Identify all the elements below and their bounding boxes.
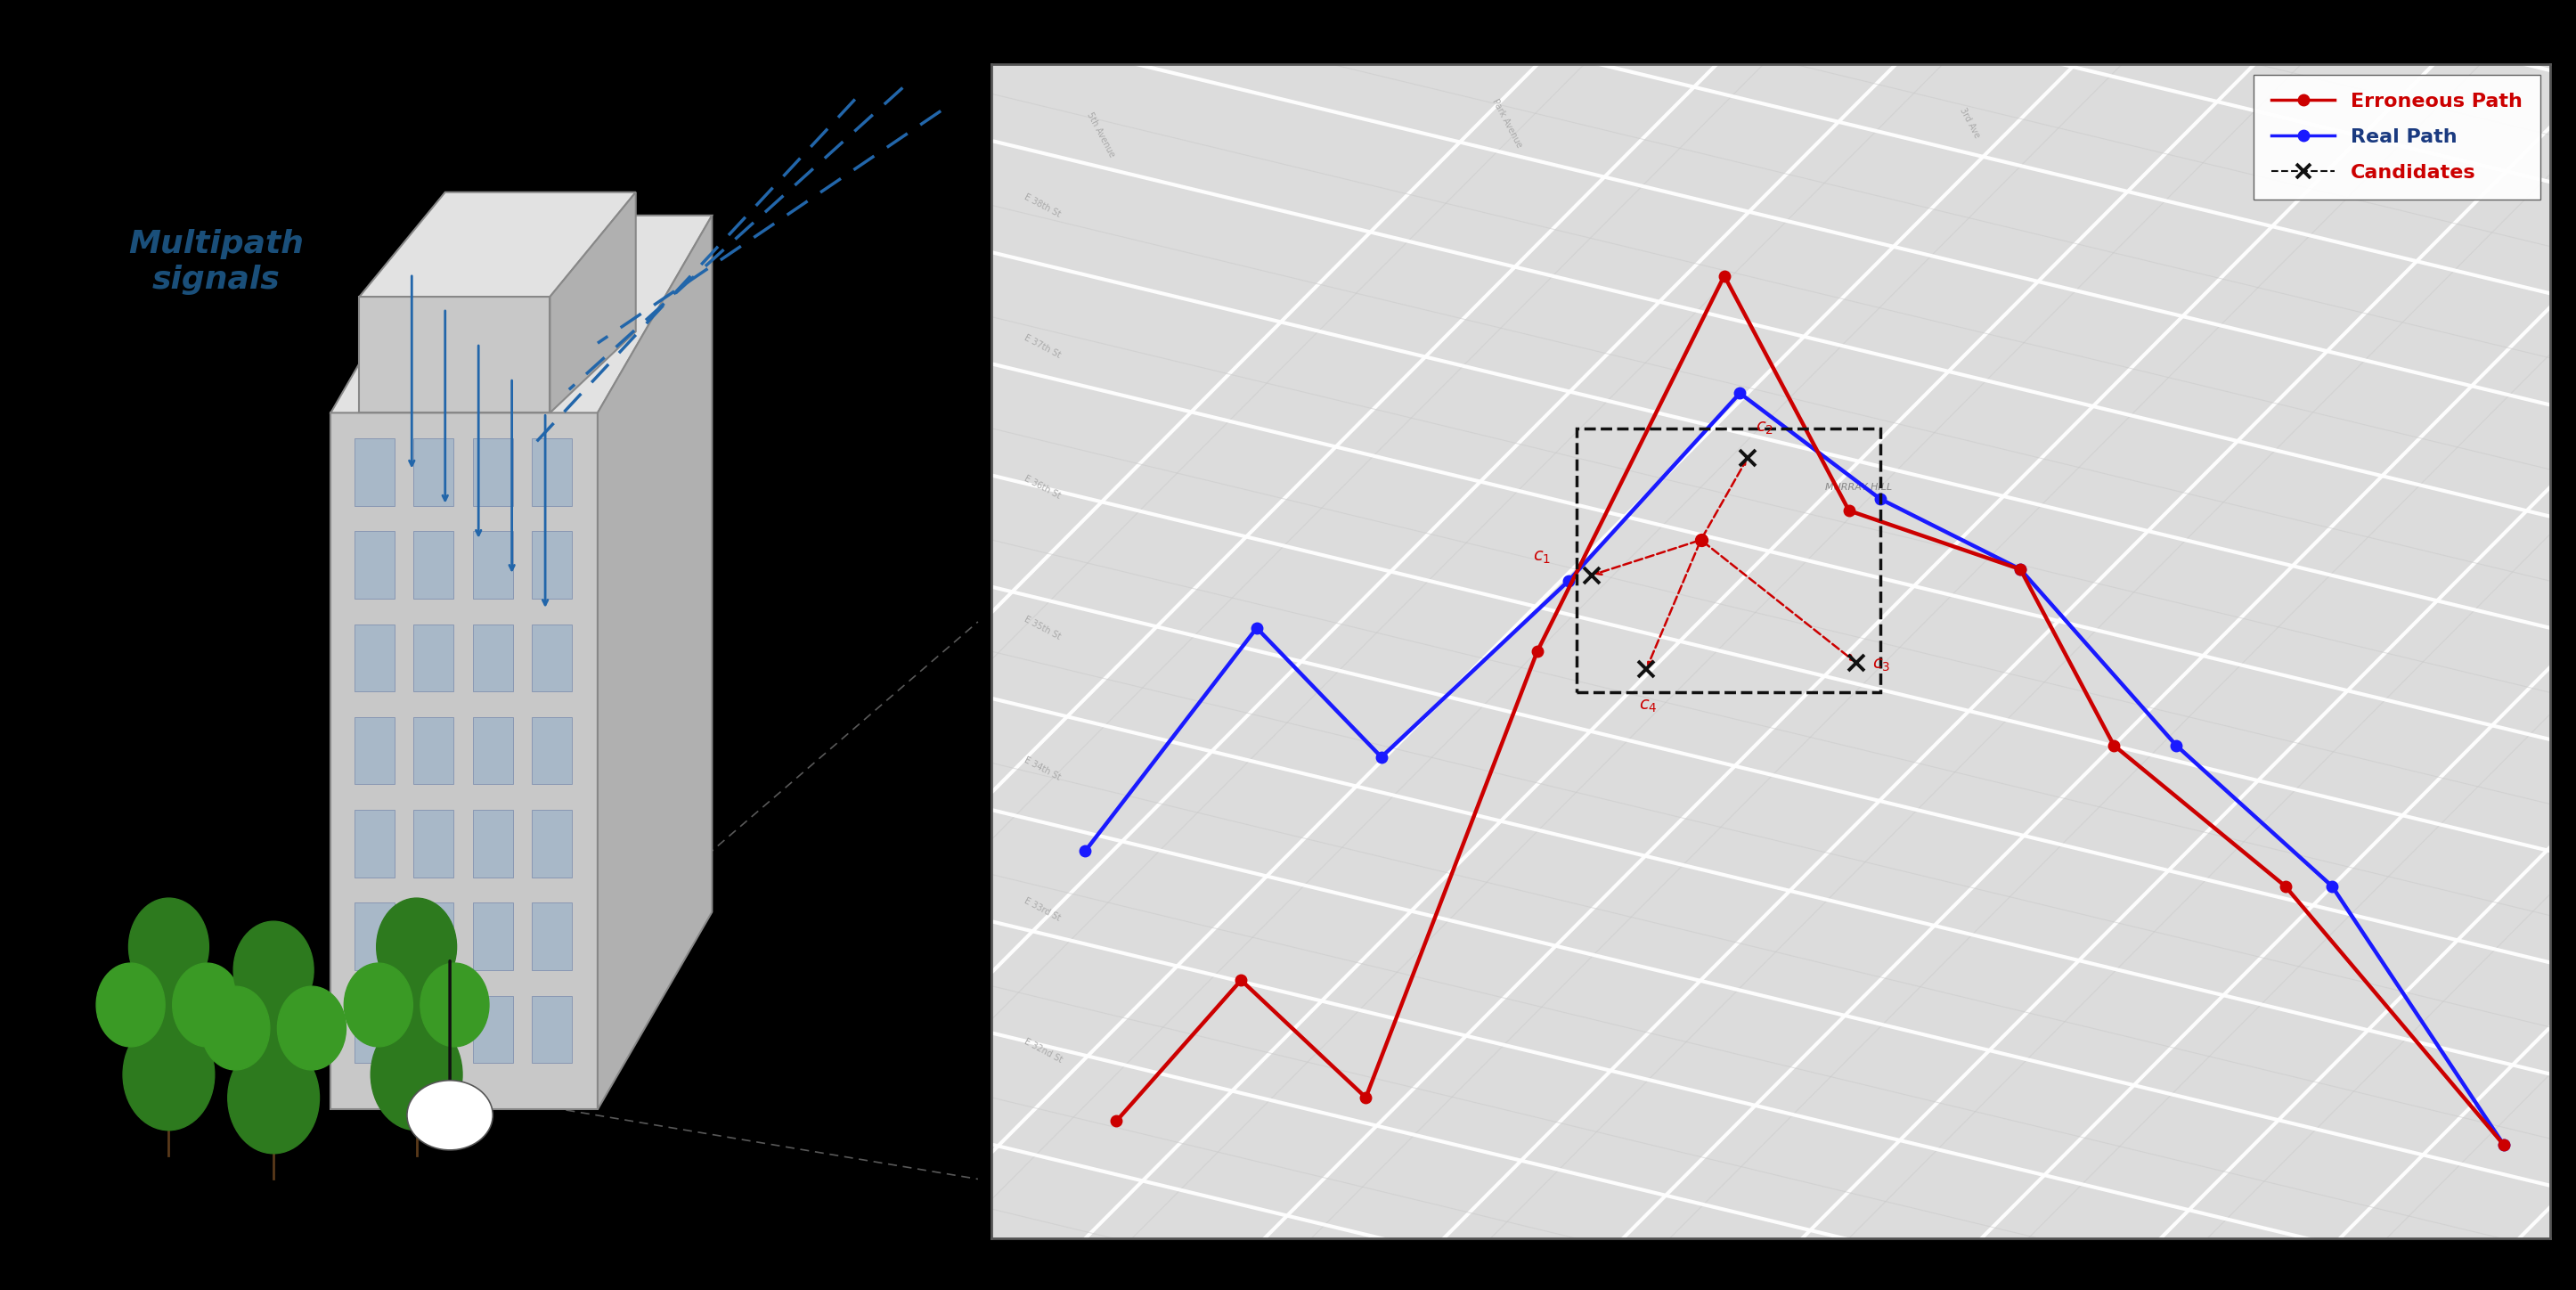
Polygon shape: [598, 215, 711, 1109]
Text: $c_{2}$: $c_{2}$: [1754, 419, 1772, 436]
Bar: [531, 717, 572, 784]
Circle shape: [95, 964, 165, 1046]
Bar: [531, 531, 572, 599]
Polygon shape: [551, 192, 636, 413]
Circle shape: [173, 964, 242, 1046]
Bar: [415, 624, 453, 691]
Polygon shape: [358, 192, 636, 297]
Text: $c_{3}$: $c_{3}$: [1873, 657, 1891, 673]
Text: E 38th St: E 38th St: [1023, 192, 1061, 219]
Bar: [415, 531, 453, 599]
Circle shape: [345, 964, 412, 1046]
Text: MURRAY HILL: MURRAY HILL: [1826, 482, 1893, 491]
Bar: [355, 903, 394, 970]
Text: E 33rd St: E 33rd St: [1023, 897, 1061, 922]
Circle shape: [366, 944, 466, 1066]
Ellipse shape: [407, 1081, 492, 1151]
Bar: [1577, 428, 1880, 693]
Circle shape: [420, 964, 489, 1046]
Bar: [474, 996, 513, 1063]
Bar: [474, 624, 513, 691]
Bar: [415, 717, 453, 784]
Circle shape: [376, 898, 456, 996]
Circle shape: [201, 987, 270, 1069]
Circle shape: [118, 944, 219, 1066]
Bar: [415, 810, 453, 877]
Legend: Erroneous Path, Real Path, Candidates: Erroneous Path, Real Path, Candidates: [2254, 75, 2540, 199]
Circle shape: [234, 921, 314, 1019]
Bar: [355, 996, 394, 1063]
Text: E 34th St: E 34th St: [1023, 756, 1061, 782]
Bar: [531, 996, 572, 1063]
Bar: [355, 717, 394, 784]
Bar: [355, 810, 394, 877]
Text: Park Avenue: Park Avenue: [1492, 97, 1522, 150]
Circle shape: [278, 987, 345, 1069]
Bar: [415, 996, 453, 1063]
Text: Multipath
signals: Multipath signals: [129, 230, 304, 294]
Bar: [415, 439, 453, 506]
Circle shape: [224, 968, 322, 1089]
Text: 3rd Ave: 3rd Ave: [1958, 107, 1981, 139]
Text: E 32nd St: E 32nd St: [1023, 1037, 1064, 1064]
Polygon shape: [330, 413, 598, 1109]
Text: $c_{1}$: $c_{1}$: [1533, 548, 1551, 566]
Polygon shape: [358, 297, 551, 413]
Text: E 35th St: E 35th St: [1023, 614, 1061, 641]
Bar: [474, 531, 513, 599]
Circle shape: [371, 1019, 461, 1130]
Text: $c_{4}$: $c_{4}$: [1638, 698, 1656, 715]
Text: E 36th St: E 36th St: [1023, 473, 1061, 501]
Bar: [531, 439, 572, 506]
Bar: [474, 903, 513, 970]
Text: E 37th St: E 37th St: [1023, 333, 1061, 360]
Bar: [355, 624, 394, 691]
Bar: [415, 903, 453, 970]
Bar: [531, 810, 572, 877]
Circle shape: [227, 1042, 319, 1153]
Text: 5th Avenue: 5th Avenue: [1084, 111, 1115, 159]
Bar: [531, 624, 572, 691]
Circle shape: [129, 898, 209, 996]
Bar: [474, 717, 513, 784]
Bar: [355, 531, 394, 599]
Bar: [531, 903, 572, 970]
Bar: [474, 439, 513, 506]
Bar: [474, 810, 513, 877]
Polygon shape: [330, 215, 711, 413]
Bar: [355, 439, 394, 506]
Circle shape: [124, 1019, 214, 1130]
